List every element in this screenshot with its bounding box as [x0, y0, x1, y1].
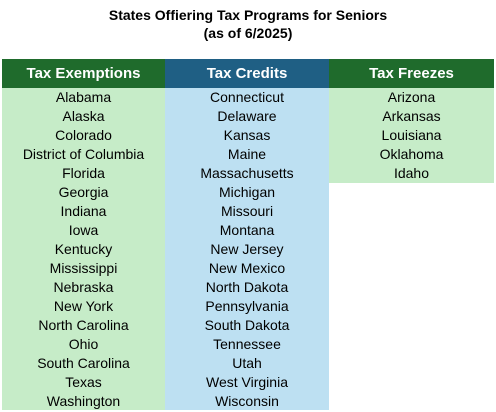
state-cell: Colorado	[55, 127, 112, 143]
state-cell: Iowa	[68, 222, 99, 238]
state-cell: Maine	[227, 146, 267, 162]
state-cell: Texas	[65, 374, 102, 390]
column-body-tax-credits: Connecticut Delaware Kansas Maine Massachuse…	[165, 88, 329, 410]
column-body-tax-freezes: Arizona Arkansas Louisiana Oklahoma Idaho	[329, 88, 494, 183]
state-cell: Missouri	[220, 203, 274, 219]
column-tax-exemptions: Tax Exemptions Alabama Alaska Colorado Dist…	[2, 59, 165, 410]
state-cell: Nebraska	[53, 279, 114, 295]
column-tax-credits: Tax Credits Connecticut Delaware Kansas Mai…	[165, 59, 329, 410]
state-cell: Arkansas	[382, 108, 441, 124]
state-cell: Delaware	[217, 108, 277, 124]
state-cell: Ohio	[68, 336, 99, 352]
state-cell: Washington	[46, 393, 121, 409]
column-header-tax-credits: Tax Credits	[165, 59, 329, 88]
state-cell: New Mexico	[208, 260, 286, 276]
state-cell: North Carolina	[38, 317, 129, 333]
state-cell: Massachusetts	[200, 165, 294, 181]
state-cell: Alaska	[62, 108, 105, 124]
state-cell: Wisconsin	[215, 393, 279, 409]
state-cell: Tennessee	[213, 336, 281, 352]
state-cell: Connecticut	[210, 89, 284, 105]
state-cell: District of Columbia	[22, 146, 145, 162]
table-title: States Offiering Tax Programs for Senior…	[108, 7, 388, 23]
table-subtitle: (as of 6/2025)	[203, 25, 293, 41]
state-cell: Michigan	[218, 184, 276, 200]
column-header-tax-exemptions: Tax Exemptions	[2, 59, 165, 88]
state-cell: New Jersey	[210, 241, 284, 257]
state-cell: Mississippi	[49, 260, 118, 276]
state-cell: Montana	[219, 222, 275, 238]
state-cell: Utah	[232, 355, 262, 371]
state-cell: West Virginia	[206, 374, 288, 390]
state-cell: North Dakota	[205, 279, 289, 295]
state-cell: Arizona	[387, 89, 436, 105]
state-cell: Florida	[62, 165, 105, 181]
column-tax-freezes: Tax Freezes Arizona Arkansas Louisiana Okla…	[329, 59, 494, 183]
state-cell: Indiana	[60, 203, 107, 219]
state-cell: New York	[53, 298, 114, 314]
state-cell: South Carolina	[37, 355, 130, 371]
state-cell: Pennsylvania	[205, 298, 289, 314]
state-cell: Idaho	[393, 165, 430, 181]
state-cell: Kentucky	[54, 241, 113, 257]
state-cell: Kansas	[223, 127, 271, 143]
state-cell: Oklahoma	[379, 146, 444, 162]
state-cell: Louisiana	[381, 127, 442, 143]
state-cell: Georgia	[58, 184, 109, 200]
state-cell: South Dakota	[204, 317, 290, 333]
column-body-tax-exemptions: Alabama Alaska Colorado District of Columbi…	[2, 88, 165, 410]
state-cell: Alabama	[55, 89, 112, 105]
column-header-tax-freezes: Tax Freezes	[329, 59, 494, 88]
